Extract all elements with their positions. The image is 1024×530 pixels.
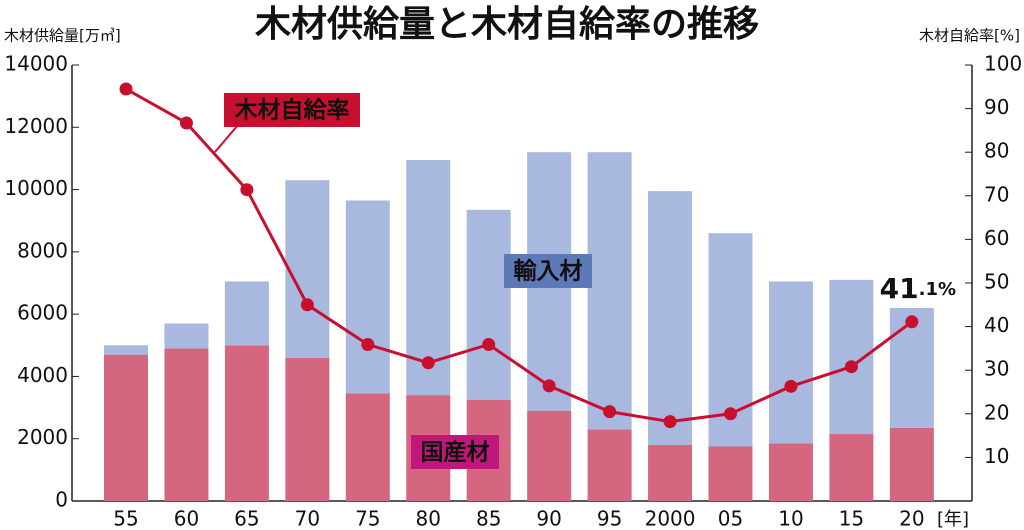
bar-segment	[285, 357, 330, 501]
y-tick-label: 4000	[17, 363, 68, 387]
x-tick-label: 60	[174, 507, 199, 530]
y2-tick-label: 60	[984, 226, 1009, 250]
point	[905, 315, 919, 329]
bar-segment	[164, 348, 209, 501]
legend-box	[224, 93, 360, 127]
x-axis-unit: [年]	[937, 509, 969, 530]
y2-tick-label: 90	[984, 95, 1009, 119]
y2-axis-label: 木材自給率[%]	[919, 27, 1020, 45]
bar-segment	[224, 281, 269, 346]
y2-tick-label: 70	[984, 182, 1009, 206]
y2-tick-label: 10	[984, 444, 1009, 468]
y2-tick-label: 80	[984, 139, 1009, 163]
point	[482, 337, 496, 351]
chart-title: 木材供給量と木材自給率の推移	[255, 4, 759, 45]
y2-tick-label: 50	[984, 270, 1009, 294]
point	[361, 337, 375, 351]
y-tick-label: 8000	[17, 238, 68, 262]
bar-segment	[768, 443, 813, 501]
bar-segment	[466, 209, 511, 400]
x-tick-label: 90	[536, 507, 561, 530]
data-label: 41.1%	[880, 272, 956, 305]
bar-segment	[587, 429, 632, 501]
point	[844, 360, 858, 374]
point	[300, 298, 314, 312]
bar-segment	[104, 345, 148, 355]
bar-segment	[527, 410, 572, 501]
y2-tick-label: 40	[984, 313, 1009, 337]
x-tick-label: 05	[718, 507, 743, 530]
x-tick-label: 15	[839, 507, 864, 530]
bar-segment	[164, 323, 209, 349]
y-tick-label: 12000	[4, 114, 68, 138]
bar-segment	[104, 354, 148, 501]
bar-segment	[648, 191, 693, 445]
point	[240, 183, 254, 197]
x-tick-label: 10	[778, 507, 803, 530]
point	[542, 379, 556, 393]
x-tick-label: 65	[234, 507, 259, 530]
legend-label: 輸入材	[514, 259, 583, 285]
bar-segment	[406, 159, 451, 396]
point	[179, 116, 193, 130]
y-tick-label: 2000	[17, 425, 68, 449]
bar-segment	[648, 444, 693, 501]
point	[421, 356, 435, 370]
bar-segment	[345, 200, 390, 394]
legend-label: 国産材	[421, 440, 490, 466]
x-tick-label: 80	[416, 507, 441, 530]
y2-tick-label: 30	[984, 357, 1009, 381]
x-tick-label: 70	[295, 507, 320, 530]
x-tick-label: 95	[597, 507, 622, 530]
point	[784, 379, 798, 393]
y-tick-label: 0	[55, 488, 68, 512]
y-tick-label: 14000	[4, 52, 68, 76]
x-tick-label: 20	[899, 507, 924, 530]
bar-segment	[224, 345, 269, 501]
x-tick-label: 2000	[645, 507, 696, 530]
point	[663, 415, 677, 429]
bar-segment	[345, 393, 390, 501]
bar-segment	[708, 446, 753, 501]
x-tick-label: 75	[355, 507, 380, 530]
point	[724, 407, 737, 421]
y-axis-label: 木材供給量[万㎥]	[4, 27, 121, 45]
legend-label: 木材自給率	[234, 97, 350, 124]
bar-segment	[768, 281, 813, 444]
legend-box	[411, 435, 499, 469]
bar-segment	[285, 180, 330, 358]
y-tick-label: 6000	[17, 301, 68, 325]
y2-tick-label: 20	[984, 400, 1009, 424]
bar-segment	[889, 427, 934, 501]
x-tick-label: 55	[113, 507, 138, 530]
y-tick-label: 10000	[4, 176, 68, 200]
x-tick-label: 85	[476, 507, 501, 530]
bar-segment	[829, 434, 874, 501]
point	[119, 82, 133, 96]
bar-segment	[587, 152, 632, 430]
point	[603, 405, 617, 419]
line	[125, 87, 913, 424]
leader-line	[214, 124, 239, 153]
y2-tick-label: 100	[984, 52, 1022, 76]
legend-box	[504, 254, 592, 288]
